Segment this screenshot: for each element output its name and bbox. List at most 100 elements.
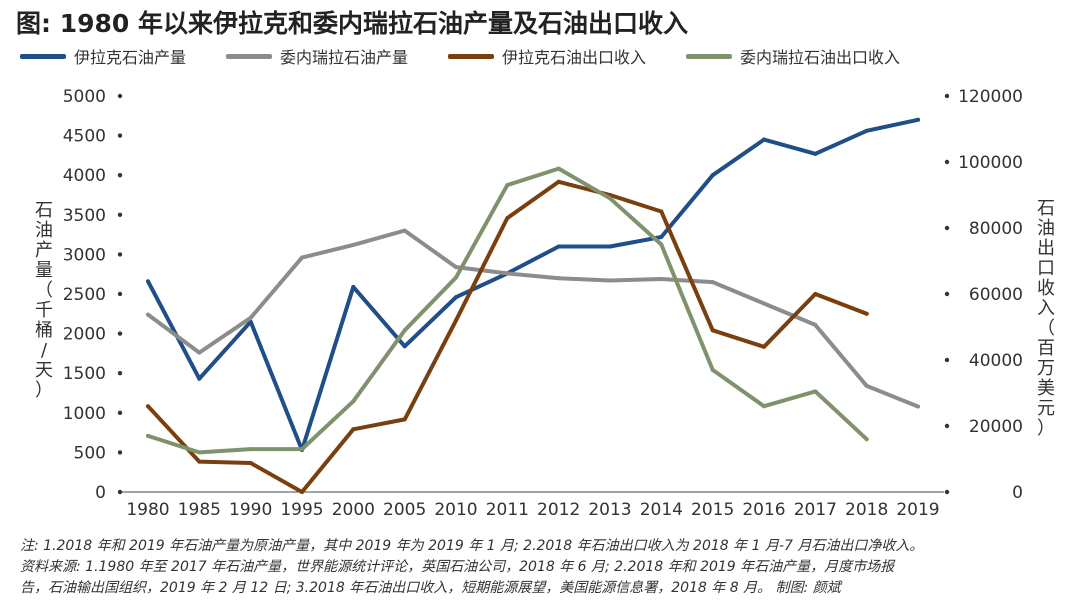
y-left-tick-label: 4500 [63, 127, 106, 147]
line-iraq-revenue-point [505, 216, 510, 221]
y-left-tick-dot [117, 371, 123, 376]
x-tick-label: 2016 [742, 500, 785, 520]
chart-plot: 0 500 1000 1500 2000 2500 3000 3500 4000 4500 5000… [35, 87, 1055, 520]
y-left-tick-label: 500 [74, 443, 106, 463]
x-tick-label: 2014 [640, 500, 683, 520]
line-venezuela-revenue-point [454, 275, 458, 280]
line-venezuela-production-point [351, 242, 356, 247]
line-iraq-revenue-point [762, 344, 766, 349]
line-venezuela-revenue-point [762, 404, 766, 409]
x-tick-label: 2019 [896, 500, 939, 520]
line-venezuela-production-point [505, 271, 510, 276]
line-venezuela-revenue-point [864, 437, 869, 442]
x-tick-label: 1985 [178, 500, 221, 520]
legend-swatch-venezuela-revenue [686, 53, 733, 59]
line-venezuela-production-point [197, 350, 202, 355]
y-left-tick-dot [117, 93, 123, 99]
line-iraq-revenue-point [402, 417, 407, 422]
y-left-tick-dot [117, 450, 123, 455]
y-left-axis-label: 石油产量（千桶/天） [35, 200, 53, 401]
line-venezuela-production-point [402, 228, 407, 233]
line-iraq-revenue-point [659, 209, 664, 214]
line-venezuela-production-point [248, 315, 253, 320]
x-tick-label: 2012 [537, 500, 580, 520]
legend-label-iraq-production: 伊拉克石油产量 [74, 48, 187, 67]
legend-label-iraq-revenue: 伊拉克石油出口收入 [502, 48, 647, 67]
y-right-tick-dot [944, 423, 950, 429]
line-venezuela-production-point [916, 404, 920, 409]
line-venezuela-production-point [813, 322, 818, 327]
line-iraq-revenue-point [454, 318, 458, 323]
y-right-tick-label: 60000 [969, 285, 1023, 305]
y-left-tick-dot [117, 489, 123, 495]
y-right-tick-dot [944, 159, 950, 165]
line-venezuela-production [146, 228, 920, 409]
line-iraq-revenue-point [556, 179, 561, 184]
line-iraq-production-point [556, 244, 561, 249]
line-iraq-revenue-point [351, 427, 356, 432]
legend-item-iraq-revenue: 伊拉克石油出口收入 [448, 44, 646, 68]
line-venezuela-revenue-point [659, 242, 664, 247]
line-iraq-revenue-point [710, 328, 715, 333]
line-iraq-revenue-point [813, 292, 818, 296]
line-venezuela-revenue-point [146, 433, 150, 438]
line-venezuela-revenue-point [197, 450, 202, 455]
legend-item-venezuela-revenue: 委内瑞拉石油出口收入 [686, 44, 900, 68]
line-venezuela-revenue-point [608, 196, 612, 201]
line-iraq-production-point [351, 284, 356, 289]
x-tick-label: 2011 [486, 500, 529, 520]
line-venezuela-revenue-point [402, 328, 407, 333]
line-iraq-revenue-point [248, 460, 253, 465]
line-venezuela-revenue-point [813, 389, 818, 394]
y-right-tick-label: 20000 [969, 417, 1023, 437]
y-left-tick-dot [117, 173, 123, 178]
line-iraq-production-point [659, 234, 664, 239]
y-left-tick-label: 3000 [63, 245, 106, 265]
y-right-tick-label: 120000 [958, 87, 1023, 107]
x-tick-label: 2015 [691, 500, 734, 520]
line-iraq-production-point [402, 344, 407, 349]
y-left-tick-dot [117, 291, 123, 297]
y-right-tick-label: 0 [1012, 483, 1023, 503]
line-iraq-revenue-point [197, 459, 202, 464]
line-iraq-production-point [454, 295, 458, 300]
line-venezuela-revenue-point [505, 183, 510, 188]
y-right-tick-label: 100000 [958, 153, 1023, 173]
y-left-tick-label: 1000 [63, 404, 106, 424]
y-left-tick-label: 1500 [63, 364, 106, 384]
note-line-2: 资料来源: 1.1980 年至 2017 年石油产量，世界能源统计评论，英国石油… [20, 559, 895, 575]
note-line-3: 告，石油输出国组织，2019 年 2 月 12 日; 3.2018 年石油出口收… [20, 580, 841, 596]
x-tick-label: 2017 [794, 500, 837, 520]
legend-label-venezuela-production: 委内瑞拉石油产量 [280, 48, 409, 67]
y-left-tick-label: 2500 [63, 285, 106, 305]
line-venezuela-production-point [762, 301, 766, 306]
y-right-tick-label: 80000 [969, 219, 1023, 239]
y-left-tick-dot [117, 252, 123, 257]
legend: 伊拉克石油产量 委内瑞拉石油产量 伊拉克石油出口收入 委内瑞拉石油出口收入 [20, 44, 940, 68]
x-tick-label: 2013 [588, 500, 631, 520]
line-venezuela-revenue-point [351, 399, 356, 404]
legend-item-venezuela-production: 委内瑞拉石油产量 [226, 44, 408, 68]
x-tick-label: 2000 [332, 500, 375, 520]
x-tick-label: 2005 [383, 500, 426, 520]
line-venezuela-revenue-point [248, 447, 253, 452]
line-iraq-revenue-point [864, 311, 869, 316]
line-venezuela-revenue-point [300, 447, 304, 452]
legend-swatch-iraq-revenue [448, 53, 495, 59]
line-venezuela-production-point [146, 312, 150, 317]
y-right-tick-dot [944, 291, 950, 297]
line-venezuela-production-point [710, 280, 715, 285]
note-line-1: 注: 1.2018 年和 2019 年石油产量为原油产量，其中 2019 年为 … [20, 538, 924, 554]
line-iraq-production-point [197, 376, 202, 381]
x-tick-label: 1990 [229, 500, 272, 520]
line-venezuela-production-point [454, 265, 458, 270]
y-right-tick-dot [944, 357, 950, 363]
y-right-tick-dot [944, 225, 950, 231]
line-iraq-production-point [916, 117, 920, 122]
y-left-tick-dot [117, 410, 123, 415]
line-iraq-revenue-point [300, 490, 304, 494]
line-venezuela-production-point [659, 276, 664, 281]
x-tick-label: 2010 [434, 500, 477, 520]
line-venezuela-revenue-point [710, 367, 715, 372]
line-iraq-production [146, 117, 920, 452]
